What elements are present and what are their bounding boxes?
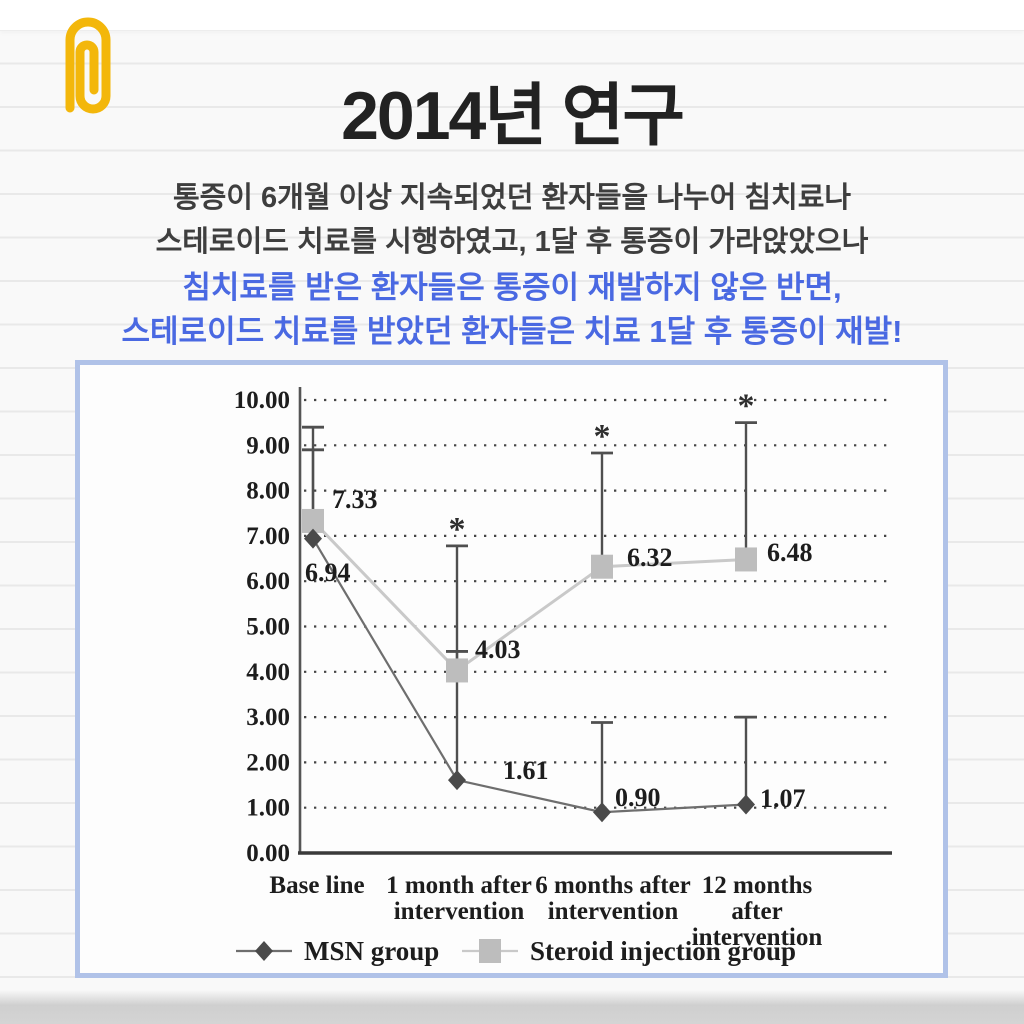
svg-text:2.00: 2.00 [246,749,290,776]
highlight-line-2: 스테로이드 치료를 받았던 환자들은 치료 1달 후 통증이 재발! [121,314,903,349]
svg-text:intervention: intervention [394,898,525,925]
svg-text:7.33: 7.33 [332,485,378,514]
svg-text:6.94: 6.94 [305,558,351,587]
svg-text:intervention: intervention [692,924,823,951]
svg-text:intervention: intervention [548,898,679,925]
page-title: 2014년 연구 [341,78,685,154]
top-white-band [0,0,1024,30]
svg-text:1.00: 1.00 [246,795,290,822]
svg-text:4.00: 4.00 [246,659,290,686]
intro-line-1: 통증이 6개월 이상 지속되었던 환자들을 나누어 침치료나 [172,182,852,214]
svg-text:Steroid injection group: Steroid injection group [530,936,796,966]
highlight-paragraph: 침치료를 받은 환자들은 통증이 재발하지 않은 반면, 스테로이드 치료를 받… [0,266,1024,354]
highlight-line-1: 침치료를 받은 환자들은 통증이 재발하지 않은 반면, [182,270,842,305]
svg-text:6.48: 6.48 [767,538,813,567]
svg-text:9.00: 9.00 [246,432,290,459]
svg-text:8.00: 8.00 [246,478,290,505]
svg-text:*: * [594,418,611,455]
svg-text:5.00: 5.00 [246,614,290,641]
paperclip-icon [65,17,111,114]
svg-text:3.00: 3.00 [246,704,290,731]
svg-text:6.00: 6.00 [246,568,290,595]
svg-text:7.00: 7.00 [246,523,290,550]
svg-text:10.00: 10.00 [234,387,290,414]
svg-text:4.03: 4.03 [475,635,521,664]
chart-panel: * * * 6.94 1.61 0.90 1.07 7.33 4.03 6.32 6.48 0.00 1… [75,360,948,978]
svg-text:*: * [738,388,755,425]
svg-text:1.61: 1.61 [503,756,549,785]
svg-text:MSN group: MSN group [304,936,439,966]
svg-text:6.32: 6.32 [627,543,673,572]
intro-paragraph: 통증이 6개월 이상 지속되었던 환자들을 나누어 침치료나 스테로이드 치료를… [0,176,1024,264]
svg-text:0.90: 0.90 [615,783,661,812]
svg-text:6 months after: 6 months after [535,872,691,899]
svg-text:1 month after: 1 month after [386,872,532,899]
bottom-gray-band [0,990,1024,1024]
svg-text:1.07: 1.07 [760,784,806,813]
intro-line-2: 스테로이드 치료를 시행하였고, 1달 후 통증이 가라앉았으나 [155,226,869,258]
svg-text:*: * [449,511,466,548]
svg-text:12 months: 12 months [702,872,813,899]
svg-text:Base line: Base line [269,872,364,899]
outcome-line-chart: * * * 6.94 1.61 0.90 1.07 7.33 4.03 6.32 6.48 0.00 1… [234,387,892,966]
svg-text:after: after [731,898,782,925]
svg-text:0.00: 0.00 [246,840,290,867]
